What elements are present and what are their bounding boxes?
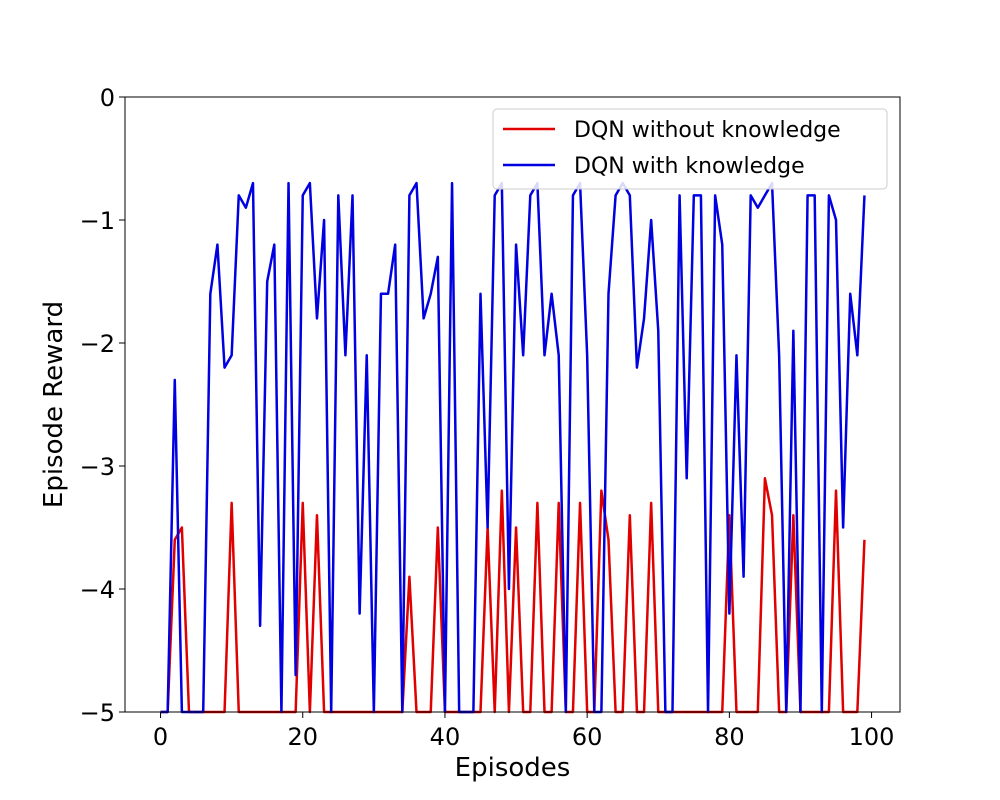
y-tick-label: −1 [80, 207, 115, 235]
y-axis-title: Episode Reward [39, 301, 69, 508]
legend-frame [492, 108, 888, 190]
legend-label: DQN without knowledge [574, 118, 841, 143]
y-axis: 0 −1 −2 −3 −4 −5 [80, 84, 125, 727]
plot-frame [124, 96, 901, 713]
y-tick-label: −2 [80, 330, 115, 358]
x-tick-label: 0 [153, 723, 168, 751]
y-tick-label: −4 [80, 576, 115, 604]
legend: DQN without knowledge DQN with knowledge [492, 108, 888, 190]
x-tick-label: 60 [572, 723, 603, 751]
series-line-2 [160, 181, 866, 714]
y-tick-label: 0 [100, 84, 115, 112]
y-tick-label: −5 [80, 699, 115, 727]
x-tick-label: 40 [430, 723, 461, 751]
x-axis-title: Episodes [455, 753, 571, 783]
x-axis: 0 20 40 60 80 100 [153, 712, 895, 751]
x-tick-label: 80 [714, 723, 745, 751]
x-tick-label: 100 [849, 723, 895, 751]
x-tick-label: 20 [287, 723, 318, 751]
legend-label: DQN with knowledge [574, 154, 805, 179]
y-tick-label: −3 [80, 453, 115, 481]
